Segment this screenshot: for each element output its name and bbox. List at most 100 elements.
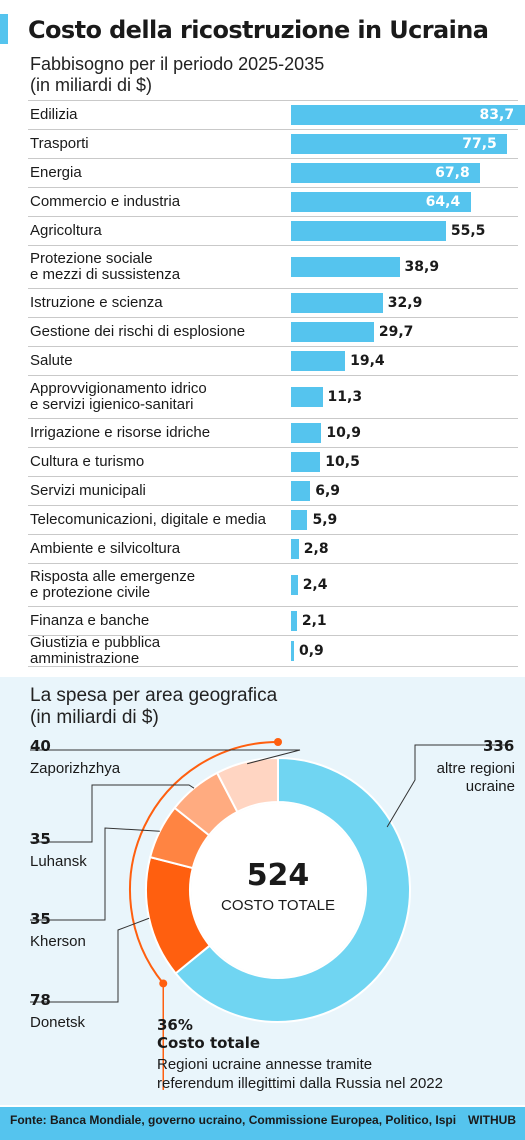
bar <box>291 104 525 125</box>
bar-category-line: Telecomunicazioni, digitale e media <box>30 510 266 528</box>
bar-value-label: 19,4 <box>350 352 385 369</box>
donetsk-value: 78 <box>30 991 51 1009</box>
brand-logo-text: WITHUB <box>468 1113 516 1127</box>
bar <box>291 640 294 661</box>
bar-category-label: Trasporti <box>30 135 89 152</box>
bar-value-label: 55,5 <box>450 222 486 239</box>
annexed-share-percent: 36% <box>157 1016 193 1034</box>
bar-category-line: Commercio e industria <box>30 192 181 210</box>
row-separator <box>28 418 518 419</box>
bar-category-label: Finanza e banche <box>30 611 150 629</box>
bar-value-label: 29,7 <box>378 323 414 340</box>
donetsk-leader <box>30 917 150 1003</box>
total-cost-value: 524 <box>246 858 310 893</box>
annexed-share-label: Costo totale <box>157 1034 261 1052</box>
bar-value-label: 5,9 <box>312 511 338 528</box>
title-accent-bar <box>0 14 8 44</box>
row-separator <box>28 666 518 667</box>
geo-title-line: La spesa per area geografica <box>30 685 278 706</box>
bar-category-label: Irrigazione e risorse idriche <box>30 423 211 441</box>
annexed-note-line: Regioni ucraine annesse tramite <box>157 1056 373 1073</box>
arc-end-dot-top <box>274 738 282 746</box>
luhansk-leader <box>30 784 195 843</box>
bar-category-label: Edilizia <box>30 105 78 123</box>
bar-value-label: 11,3 <box>327 388 363 405</box>
bar <box>291 451 321 472</box>
bar-category-label: Commercio e industria <box>30 192 181 210</box>
altre-regioni-label-line: ucraine <box>465 778 515 795</box>
annexed-note-line: referendum illegittimi dalla Russia nel … <box>157 1075 443 1092</box>
bar-chart: Edilizia 83,7 Trasporti 77,5 Energia 67,8 Comm… <box>28 100 525 667</box>
zaporizhzhya-leader <box>30 749 301 765</box>
bar-category-line: Irrigazione e risorse idriche <box>30 423 211 441</box>
bar-category-line: Ambiente e silvicoltura <box>30 539 181 557</box>
bar <box>291 256 400 277</box>
bar-category-label: Cultura e turismo <box>30 453 144 470</box>
bar-category-label: Risposta alle emergenze e protezione civi… <box>30 567 196 601</box>
donut-segment-altre-regioni <box>174 756 411 1023</box>
bar-category-line: Gestione dei rischi di esplosione <box>30 322 246 340</box>
bar <box>291 220 446 241</box>
bar-category-line: e mezzi di sussistenza <box>30 265 181 283</box>
row-separator <box>28 476 518 477</box>
altre-regioni-label: altre regioni ucraine <box>405 760 515 796</box>
row-separator <box>28 534 518 535</box>
luhansk-label: Luhansk <box>30 853 87 870</box>
bar-value-label: 67,8 <box>435 164 470 181</box>
bar-category-label: Energia <box>30 163 82 181</box>
geo-chart-title: La spesa per area geografica (in miliard… <box>30 685 277 729</box>
geo-title-line: (in miliardi di $) <box>30 707 159 728</box>
bar-value-label: 10,9 <box>326 424 361 441</box>
zaporizhzhya-value: 40 <box>30 737 51 755</box>
donut-segment-zaporizhzhya <box>215 756 279 814</box>
bar-category-line: Servizi municipali <box>30 481 146 499</box>
bar-value-label: 2,1 <box>301 612 327 629</box>
row-separator <box>28 375 518 376</box>
bar-value-label: 77,5 <box>462 135 497 152</box>
bar-value-label: 83,7 <box>479 106 515 123</box>
bar-category-line: Risposta alle emergenze <box>30 567 196 585</box>
bar-category-line: e servizi igienico-sanitari <box>30 395 194 413</box>
bar <box>291 538 299 559</box>
bar <box>291 321 374 342</box>
donut-center <box>191 803 365 977</box>
bar <box>291 422 322 443</box>
row-separator <box>28 563 518 564</box>
kherson-value: 35 <box>30 910 51 928</box>
bar-category-line: Finanza e banche <box>30 611 150 629</box>
bar-category-label: Salute <box>30 351 73 369</box>
bar-category-line: Approvvigionamento idrico <box>30 379 207 397</box>
bar-value-label: 0,9 <box>299 642 324 659</box>
kherson-label: Kherson <box>30 933 86 950</box>
row-separator <box>28 317 518 318</box>
bar <box>291 292 383 313</box>
zaporizhzhya-label: Zaporizhzhya <box>30 760 121 777</box>
bar <box>291 610 297 631</box>
bar-value-label: 38,9 <box>404 258 440 275</box>
row-separator <box>28 187 518 188</box>
total-cost-label: COSTO TOTALE <box>221 897 335 914</box>
bar-value-label: 32,9 <box>387 294 423 311</box>
page-title: Costo della ricostruzione in Ucraina <box>28 16 489 44</box>
row-separator <box>28 216 518 217</box>
row-separator <box>28 635 518 636</box>
bar-category-label: Servizi municipali <box>30 481 146 499</box>
donetsk-label: Donetsk <box>30 1014 86 1031</box>
bar-category-line: e protezione civile <box>30 583 151 601</box>
subtitle-line: (in miliardi di $) <box>30 75 153 95</box>
bar <box>291 480 311 501</box>
bar-category-label: Telecomunicazioni, digitale e media <box>30 510 266 528</box>
source-text: Fonte: Banca Mondiale, governo ucraino, … <box>10 1113 457 1127</box>
bar <box>291 509 308 530</box>
bar-category-line: Edilizia <box>30 105 78 123</box>
luhansk-value: 35 <box>30 830 51 848</box>
row-separator <box>28 245 518 246</box>
bar-category-line: Energia <box>30 163 82 181</box>
bar-category-label: Ambiente e silvicoltura <box>30 539 181 557</box>
bar-category-label: Giustizia e pubblica amministrazione <box>30 634 160 667</box>
row-separator <box>28 129 518 130</box>
bar-category-label: Approvvigionamento idrico e servizi igien… <box>30 379 207 413</box>
bar-category-line: Salute <box>30 351 73 369</box>
donut-chart <box>30 738 512 1090</box>
bar-value-label: 10,5 <box>325 453 360 470</box>
